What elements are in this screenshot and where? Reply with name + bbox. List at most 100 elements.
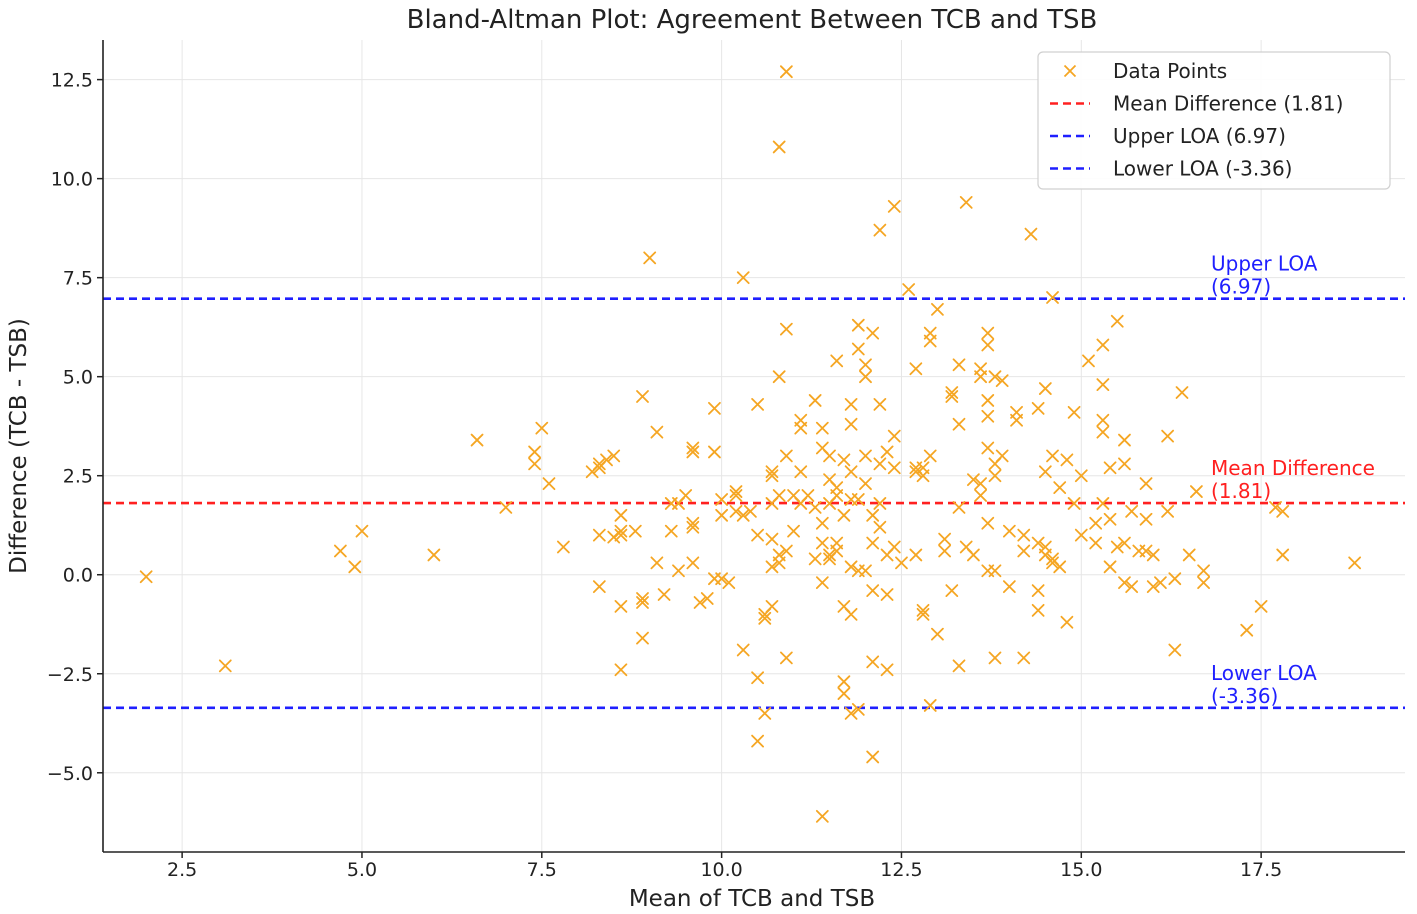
x-tick-label: 15.0 — [1060, 859, 1102, 881]
data-point — [844, 417, 858, 431]
x-ticks: 2.5 5.0 7.5 10.0 12.5 15.0 17.5 — [167, 852, 1282, 881]
data-point — [751, 734, 764, 748]
x-axis-title: Mean of TCB and TSB — [629, 886, 875, 912]
data-point — [355, 524, 369, 538]
data-point — [333, 544, 347, 558]
data-point — [902, 283, 916, 296]
data-point — [729, 489, 743, 502]
legend-label: Data Points — [1113, 59, 1227, 83]
data-point — [866, 750, 880, 764]
data-point — [708, 401, 721, 415]
data-point — [866, 326, 880, 340]
data-point — [1096, 497, 1110, 510]
data-point — [981, 409, 995, 423]
data-point — [1276, 548, 1290, 562]
data-point — [837, 453, 851, 467]
y-tick-label: 5.0 — [63, 367, 93, 389]
data-point — [952, 659, 966, 673]
data-point — [542, 477, 556, 491]
data-point — [988, 370, 1002, 384]
data-point — [600, 453, 613, 467]
data-point — [988, 469, 1002, 483]
legend-marker — [1063, 64, 1077, 78]
data-point — [139, 570, 153, 584]
legend: Data Points Mean Difference (1.81) Upper L… — [1037, 51, 1391, 190]
data-point — [772, 370, 786, 384]
data-point — [470, 433, 484, 447]
y-ticks: −5.0 −2.5 0.0 2.5 5.0 7.5 10.0 12.5 — [47, 70, 103, 785]
y-tick-label: 2.5 — [63, 466, 93, 488]
data-points — [139, 65, 1362, 823]
data-point — [974, 489, 987, 502]
data-point — [1269, 500, 1282, 514]
data-point — [729, 485, 743, 498]
data-point — [1139, 512, 1153, 526]
data-point — [614, 600, 628, 613]
axes — [102, 40, 1405, 853]
data-point — [988, 564, 1002, 578]
data-point — [1154, 576, 1167, 590]
data-point — [1139, 544, 1153, 558]
data-point — [981, 338, 995, 352]
data-point — [614, 508, 628, 522]
y-tick-label: 7.5 — [63, 268, 93, 290]
data-point — [873, 497, 887, 510]
data-point — [1197, 576, 1210, 590]
data-point — [686, 516, 700, 530]
data-point — [787, 524, 800, 538]
chart-title: Bland-Altman Plot: Agreement Between TCB… — [407, 5, 1098, 35]
data-point — [794, 421, 808, 435]
data-point — [348, 560, 362, 574]
data-point — [765, 469, 779, 483]
data-point — [859, 564, 872, 578]
data-point — [1240, 623, 1254, 637]
data-point — [1017, 544, 1031, 558]
data-point — [808, 500, 822, 514]
reference-label-value: (1.81) — [1211, 479, 1271, 503]
data-point — [1017, 528, 1031, 542]
x-tick-label: 10.0 — [700, 859, 742, 881]
data-point — [614, 528, 628, 542]
data-point — [765, 465, 779, 479]
data-point — [981, 326, 995, 340]
data-point — [650, 556, 664, 570]
data-point — [938, 532, 952, 546]
data-point — [1175, 386, 1189, 399]
data-point — [650, 425, 664, 439]
data-point — [859, 477, 872, 491]
data-point — [1082, 354, 1095, 368]
data-point — [887, 540, 901, 554]
data-point — [1031, 584, 1045, 597]
data-point — [499, 500, 513, 514]
data-point — [995, 449, 1009, 463]
data-point — [909, 548, 923, 562]
data-point — [808, 552, 822, 566]
data-point — [1118, 536, 1131, 550]
data-point — [1038, 382, 1052, 395]
data-point — [779, 65, 793, 79]
x-tick-label: 12.5 — [880, 859, 922, 881]
data-point — [686, 445, 700, 459]
data-point — [744, 504, 757, 518]
data-point — [916, 607, 930, 621]
data-point — [887, 429, 901, 443]
data-point — [1046, 556, 1059, 570]
data-point — [1096, 378, 1110, 392]
data-point — [1089, 516, 1103, 530]
data-point — [859, 358, 872, 372]
data-point — [1110, 540, 1124, 554]
data-point — [686, 520, 700, 534]
data-point — [873, 520, 887, 534]
data-point — [837, 687, 851, 700]
data-point — [736, 508, 750, 522]
data-point — [859, 449, 872, 463]
data-point — [952, 358, 966, 372]
data-point — [873, 223, 887, 237]
x-tick-label: 5.0 — [347, 859, 377, 881]
data-point — [974, 477, 987, 491]
data-point — [1002, 580, 1016, 594]
data-point — [664, 524, 678, 538]
data-point — [923, 449, 937, 463]
data-point — [1074, 528, 1088, 542]
